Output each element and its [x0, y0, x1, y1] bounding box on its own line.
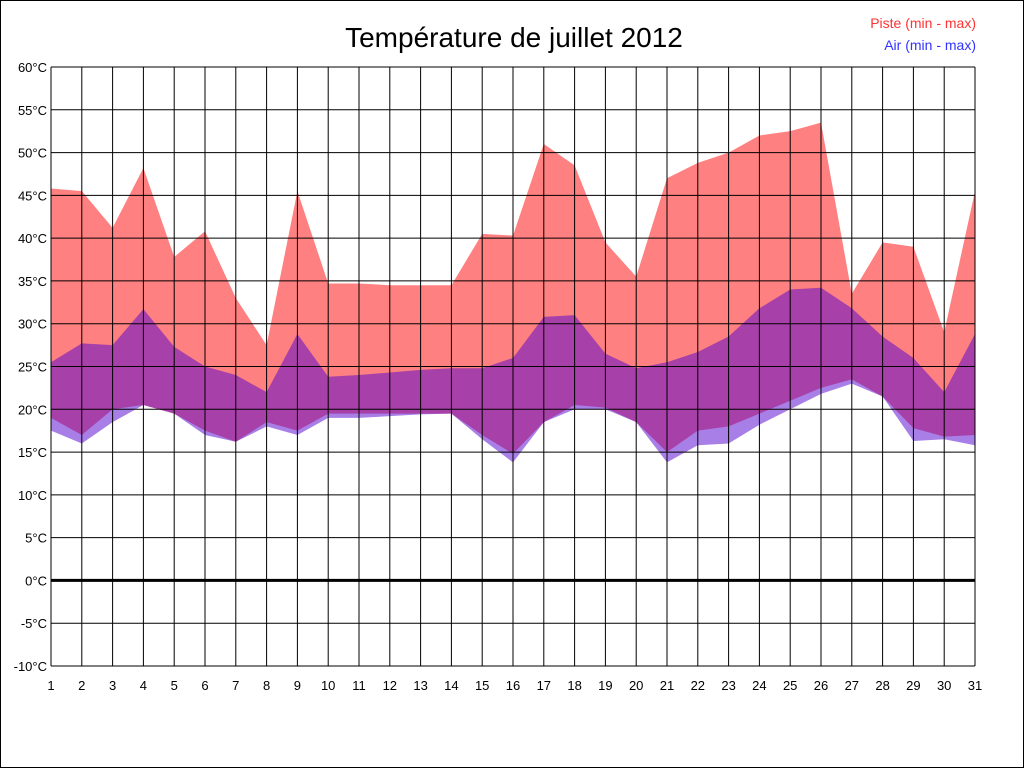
x-tick-label: 25 [783, 678, 797, 693]
x-tick-label: 3 [109, 678, 116, 693]
x-tick-label: 8 [263, 678, 270, 693]
y-tick-label: 10°C [18, 488, 47, 503]
y-tick-label: 5°C [25, 531, 47, 546]
x-tick-label: 6 [201, 678, 208, 693]
legend-air: Air (min - max) [884, 37, 976, 53]
x-tick-label: 4 [140, 678, 147, 693]
y-tick-label: 40°C [18, 231, 47, 246]
x-tick-label: 28 [875, 678, 889, 693]
x-tick-label: 20 [629, 678, 643, 693]
x-tick-label: 24 [752, 678, 766, 693]
x-tick-label: 18 [567, 678, 581, 693]
x-tick-label: 17 [537, 678, 551, 693]
y-tick-label: 20°C [18, 402, 47, 417]
x-tick-label: 26 [814, 678, 828, 693]
legend-piste: Piste (min - max) [870, 15, 976, 31]
x-tick-label: 31 [968, 678, 982, 693]
chart-title: Température de juillet 2012 [345, 22, 683, 53]
grid-layer [50, 66, 976, 667]
x-tick-label: 10 [321, 678, 335, 693]
y-tick-label: 50°C [18, 146, 47, 161]
x-tick-label: 15 [475, 678, 489, 693]
y-tick-label: 25°C [18, 360, 47, 375]
y-tick-label: -5°C [21, 616, 47, 631]
y-tick-label: 45°C [18, 188, 47, 203]
x-tick-label: 27 [845, 678, 859, 693]
x-tick-label: 1 [47, 678, 54, 693]
y-tick-label: 60°C [18, 60, 47, 75]
y-tick-label: 35°C [18, 274, 47, 289]
x-tick-label: 11 [352, 678, 366, 693]
x-tick-label: 16 [506, 678, 520, 693]
y-tick-label: 55°C [18, 103, 47, 118]
x-tick-label: 9 [294, 678, 301, 693]
y-tick-label: 0°C [25, 573, 47, 588]
y-tick-label: -10°C [14, 659, 47, 674]
x-tick-label: 22 [691, 678, 705, 693]
x-tick-label: 23 [721, 678, 735, 693]
x-tick-label: 30 [937, 678, 951, 693]
x-tick-label: 12 [383, 678, 397, 693]
x-axis-ticks: 1 2 3 4 5 6 7 8 9 10 11 12 13 14 15 16 17 18 19 20 21 22 23 24 2… [47, 678, 982, 693]
y-tick-label: 15°C [18, 445, 47, 460]
x-tick-label: 7 [232, 678, 239, 693]
x-tick-label: 21 [660, 678, 674, 693]
x-tick-label: 19 [598, 678, 612, 693]
x-tick-label: 13 [413, 678, 427, 693]
x-tick-label: 14 [444, 678, 458, 693]
x-tick-label: 29 [906, 678, 920, 693]
y-axis-ticks: 60°C 55°C 50°C 45°C 40°C 35°C 30°C 25°C 20°C 15°C… [14, 60, 47, 674]
x-tick-label: 5 [171, 678, 178, 693]
x-tick-label: 2 [78, 678, 85, 693]
y-tick-label: 30°C [18, 317, 47, 332]
